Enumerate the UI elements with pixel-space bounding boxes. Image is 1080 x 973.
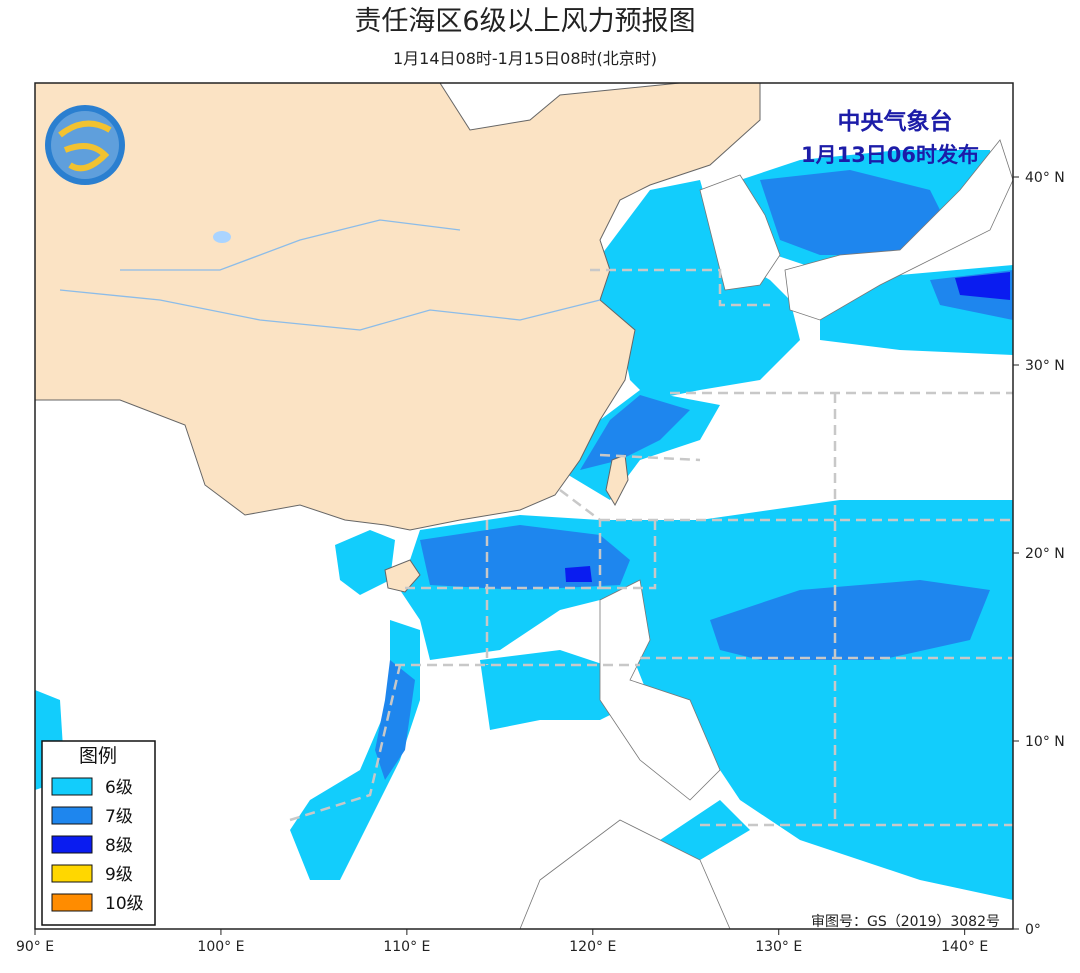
zone-lines (289, 268, 1013, 827)
legend-label: 8级 (105, 836, 133, 856)
legend-swatch (51, 777, 93, 796)
issue-time: 1月13日06时发布 (801, 143, 979, 167)
legend-label: 7级 (105, 807, 133, 827)
legend: 图例 6级 7级 8级 9级 10级 (41, 740, 156, 926)
korea (699, 174, 781, 291)
wind-area (290, 620, 420, 880)
legend-label: 6级 (105, 778, 133, 798)
river (59, 289, 601, 331)
subtitle: 1月14日08时-1月15日08时(北京时) (393, 49, 657, 68)
hainan (384, 559, 421, 593)
wind-area (590, 180, 800, 400)
wind-area (955, 272, 1010, 300)
legend-swatch (51, 835, 93, 854)
borneo (519, 819, 731, 930)
legend-title: 图例 (79, 745, 117, 767)
river (120, 219, 461, 271)
wind-area (565, 566, 592, 582)
y-tick-label: 40° N (1025, 170, 1065, 186)
x-tick-label: 110° E (383, 939, 430, 955)
wind-area (580, 395, 690, 470)
map-frame (34, 82, 1014, 930)
y-tick-label: 20° N (1025, 546, 1065, 562)
wind-area (660, 800, 750, 860)
x-tick-label: 90° E (16, 939, 54, 955)
wind-area (710, 580, 990, 660)
legend-label: 10级 (105, 894, 144, 914)
wind-area (335, 530, 395, 595)
title: 责任海区6级以上风力预报图 (354, 6, 695, 37)
x-tick-label: 140° E (941, 939, 988, 955)
y-tick-label: 10° N (1025, 734, 1065, 750)
legend-swatch (51, 806, 93, 825)
y-tick-label: 0° (1025, 922, 1041, 938)
x-tick-label: 100° E (197, 939, 244, 955)
wind-area (375, 660, 415, 780)
map-body: 中央气象台 1月13日06时发布 审图号：GS（2019）3082号 (34, 82, 1014, 930)
legend-label: 9级 (105, 865, 133, 885)
legend-swatch (51, 893, 93, 912)
issuer: 中央气象台 (838, 108, 953, 135)
x-tick-label: 130° E (755, 939, 802, 955)
logo (45, 105, 125, 185)
japan (784, 139, 1014, 321)
wind-area (760, 170, 950, 255)
lake (213, 231, 231, 243)
legend-swatch (51, 864, 93, 883)
x-tick-label: 120° E (569, 939, 616, 955)
philippines (599, 579, 721, 801)
y-tick-label: 30° N (1025, 358, 1065, 374)
review-number: 审图号：GS（2019）3082号 (811, 914, 1000, 930)
